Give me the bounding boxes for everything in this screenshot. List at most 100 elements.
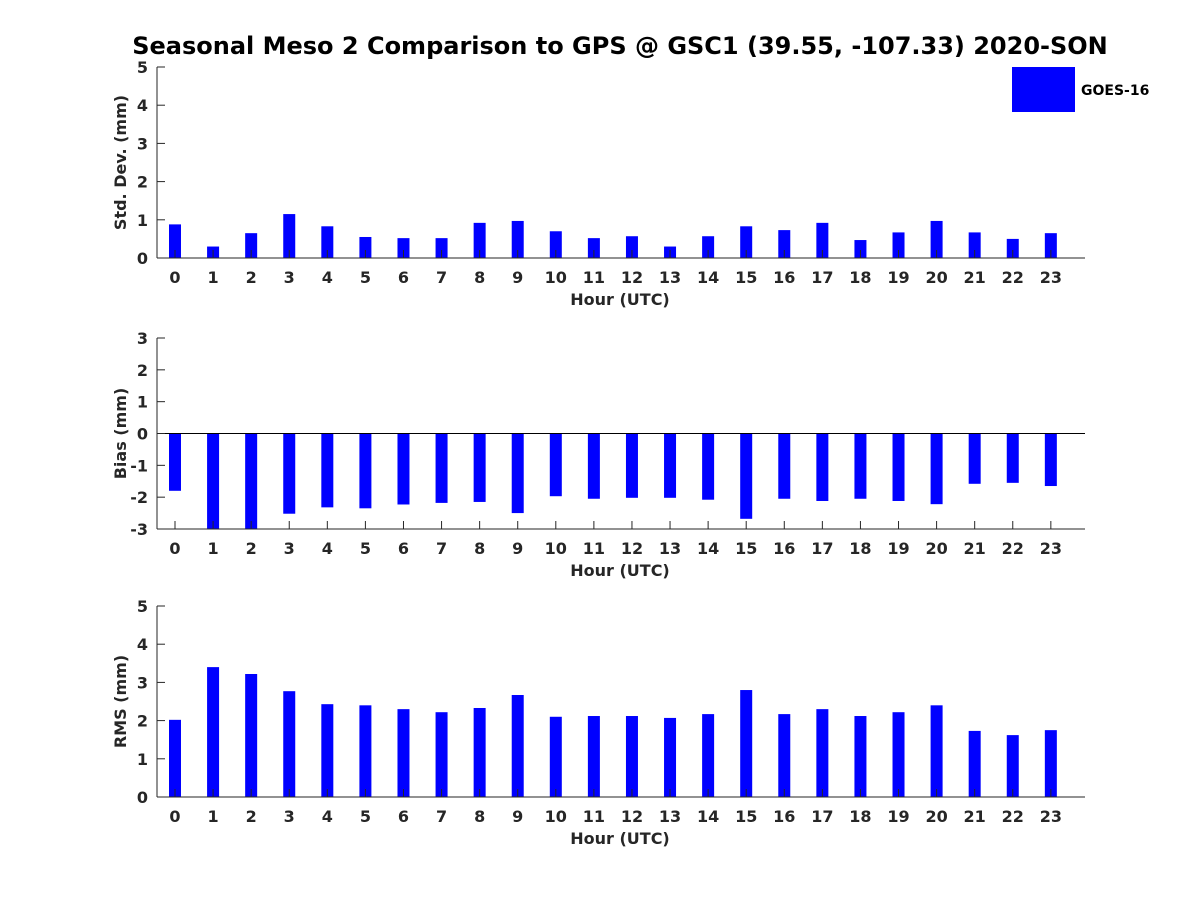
x-tick-label: 16: [773, 539, 795, 558]
x-tick-label: 14: [697, 268, 719, 287]
x-tick-label: 20: [925, 539, 947, 558]
bar-hour-3: [283, 691, 296, 797]
bar-hour-17: [816, 709, 829, 797]
x-tick-label: 13: [659, 807, 681, 826]
bar-hour-19: [892, 232, 905, 258]
y-axis-label: Bias (mm): [111, 388, 130, 480]
chart-title: Seasonal Meso 2 Comparison to GPS @ GSC1…: [132, 32, 1108, 60]
bar-hour-9: [511, 433, 524, 514]
y-tick-label: 2: [137, 173, 148, 192]
x-tick-label: 20: [925, 268, 947, 287]
bar-hour-11: [587, 238, 600, 258]
y-tick-label: 1: [137, 211, 148, 230]
bar-hour-18: [854, 716, 867, 797]
bar-hour-23: [1044, 730, 1057, 797]
bar-hour-21: [968, 433, 981, 484]
x-tick-label: 3: [284, 807, 295, 826]
x-tick-label: 16: [773, 807, 795, 826]
x-tick-label: 18: [849, 268, 871, 287]
x-tick-label: 19: [887, 539, 909, 558]
bar-hour-13: [664, 717, 677, 797]
y-tick-label: 0: [137, 425, 148, 444]
bar-hour-6: [397, 433, 410, 505]
bar-hour-22: [1006, 735, 1019, 797]
bar-hour-20: [930, 433, 943, 505]
x-tick-label: 4: [322, 807, 333, 826]
x-tick-label: 3: [284, 539, 295, 558]
x-tick-label: 0: [169, 807, 180, 826]
bar-hour-0: [169, 719, 181, 797]
x-tick-label: 15: [735, 268, 757, 287]
x-tick-label: 13: [659, 268, 681, 287]
bar-hour-4: [321, 433, 334, 508]
x-tick-label: 20: [925, 807, 947, 826]
x-tick-label: 9: [512, 807, 523, 826]
bar-hour-1: [207, 667, 220, 797]
x-tick-label: 17: [811, 539, 833, 558]
bar-hour-6: [397, 709, 410, 797]
y-tick-label: 1: [137, 750, 148, 769]
x-tick-label: 6: [398, 807, 409, 826]
bar-hour-14: [702, 433, 715, 500]
bar-hour-13: [664, 433, 677, 498]
bar-hour-17: [816, 433, 829, 501]
bar-hour-7: [435, 238, 448, 258]
bar-hour-7: [435, 433, 448, 503]
x-tick-label: 22: [1002, 539, 1024, 558]
y-tick-label: -2: [130, 488, 148, 507]
x-axis-label: Hour (UTC): [570, 829, 670, 848]
x-tick-label: 7: [436, 539, 447, 558]
x-tick-label: 6: [398, 268, 409, 287]
bar-hour-2: [245, 233, 258, 258]
bar-hour-11: [587, 716, 600, 797]
x-tick-label: 11: [583, 539, 605, 558]
bar-hour-9: [511, 220, 524, 258]
x-tick-label: 17: [811, 268, 833, 287]
bar-hour-5: [359, 433, 372, 509]
x-tick-label: 15: [735, 539, 757, 558]
x-tick-label: 0: [169, 268, 180, 287]
y-tick-label: 3: [137, 134, 148, 153]
bar-hour-3: [283, 433, 296, 514]
bar-hour-6: [397, 238, 410, 258]
bar-hour-0: [169, 433, 181, 491]
bar-hour-19: [892, 712, 905, 797]
legend-label: GOES-16: [1081, 83, 1149, 99]
bar-hour-8: [473, 433, 486, 502]
x-tick-label: 23: [1040, 539, 1062, 558]
y-axis-label: RMS (mm): [111, 655, 130, 748]
x-tick-label: 8: [474, 268, 485, 287]
bar-hour-15: [740, 690, 753, 797]
x-tick-label: 8: [474, 539, 485, 558]
y-tick-label: -3: [130, 520, 148, 539]
x-tick-label: 5: [360, 539, 371, 558]
bar-hour-10: [549, 231, 562, 258]
bar-hour-1: [207, 433, 220, 529]
y-tick-label: 4: [137, 635, 148, 654]
bar-hour-16: [778, 230, 791, 258]
x-tick-label: 21: [964, 539, 986, 558]
bar-hour-11: [587, 433, 600, 499]
x-tick-label: 19: [887, 807, 909, 826]
bar-hour-7: [435, 712, 448, 797]
bar-hour-23: [1044, 233, 1057, 258]
bar-hour-8: [473, 707, 486, 797]
bar-hour-20: [930, 705, 943, 797]
x-tick-label: 11: [583, 807, 605, 826]
x-axis-label: Hour (UTC): [570, 290, 670, 309]
bar-hour-22: [1006, 433, 1019, 483]
bar-hour-16: [778, 714, 791, 797]
bar-hour-12: [625, 236, 638, 258]
y-tick-label: 4: [137, 96, 148, 115]
x-tick-label: 12: [621, 539, 643, 558]
x-tick-label: 5: [360, 807, 371, 826]
bar-hour-3: [283, 214, 296, 258]
bar-hour-5: [359, 236, 372, 258]
x-tick-label: 12: [621, 807, 643, 826]
bar-hour-19: [892, 433, 905, 501]
bar-hour-10: [549, 433, 562, 497]
